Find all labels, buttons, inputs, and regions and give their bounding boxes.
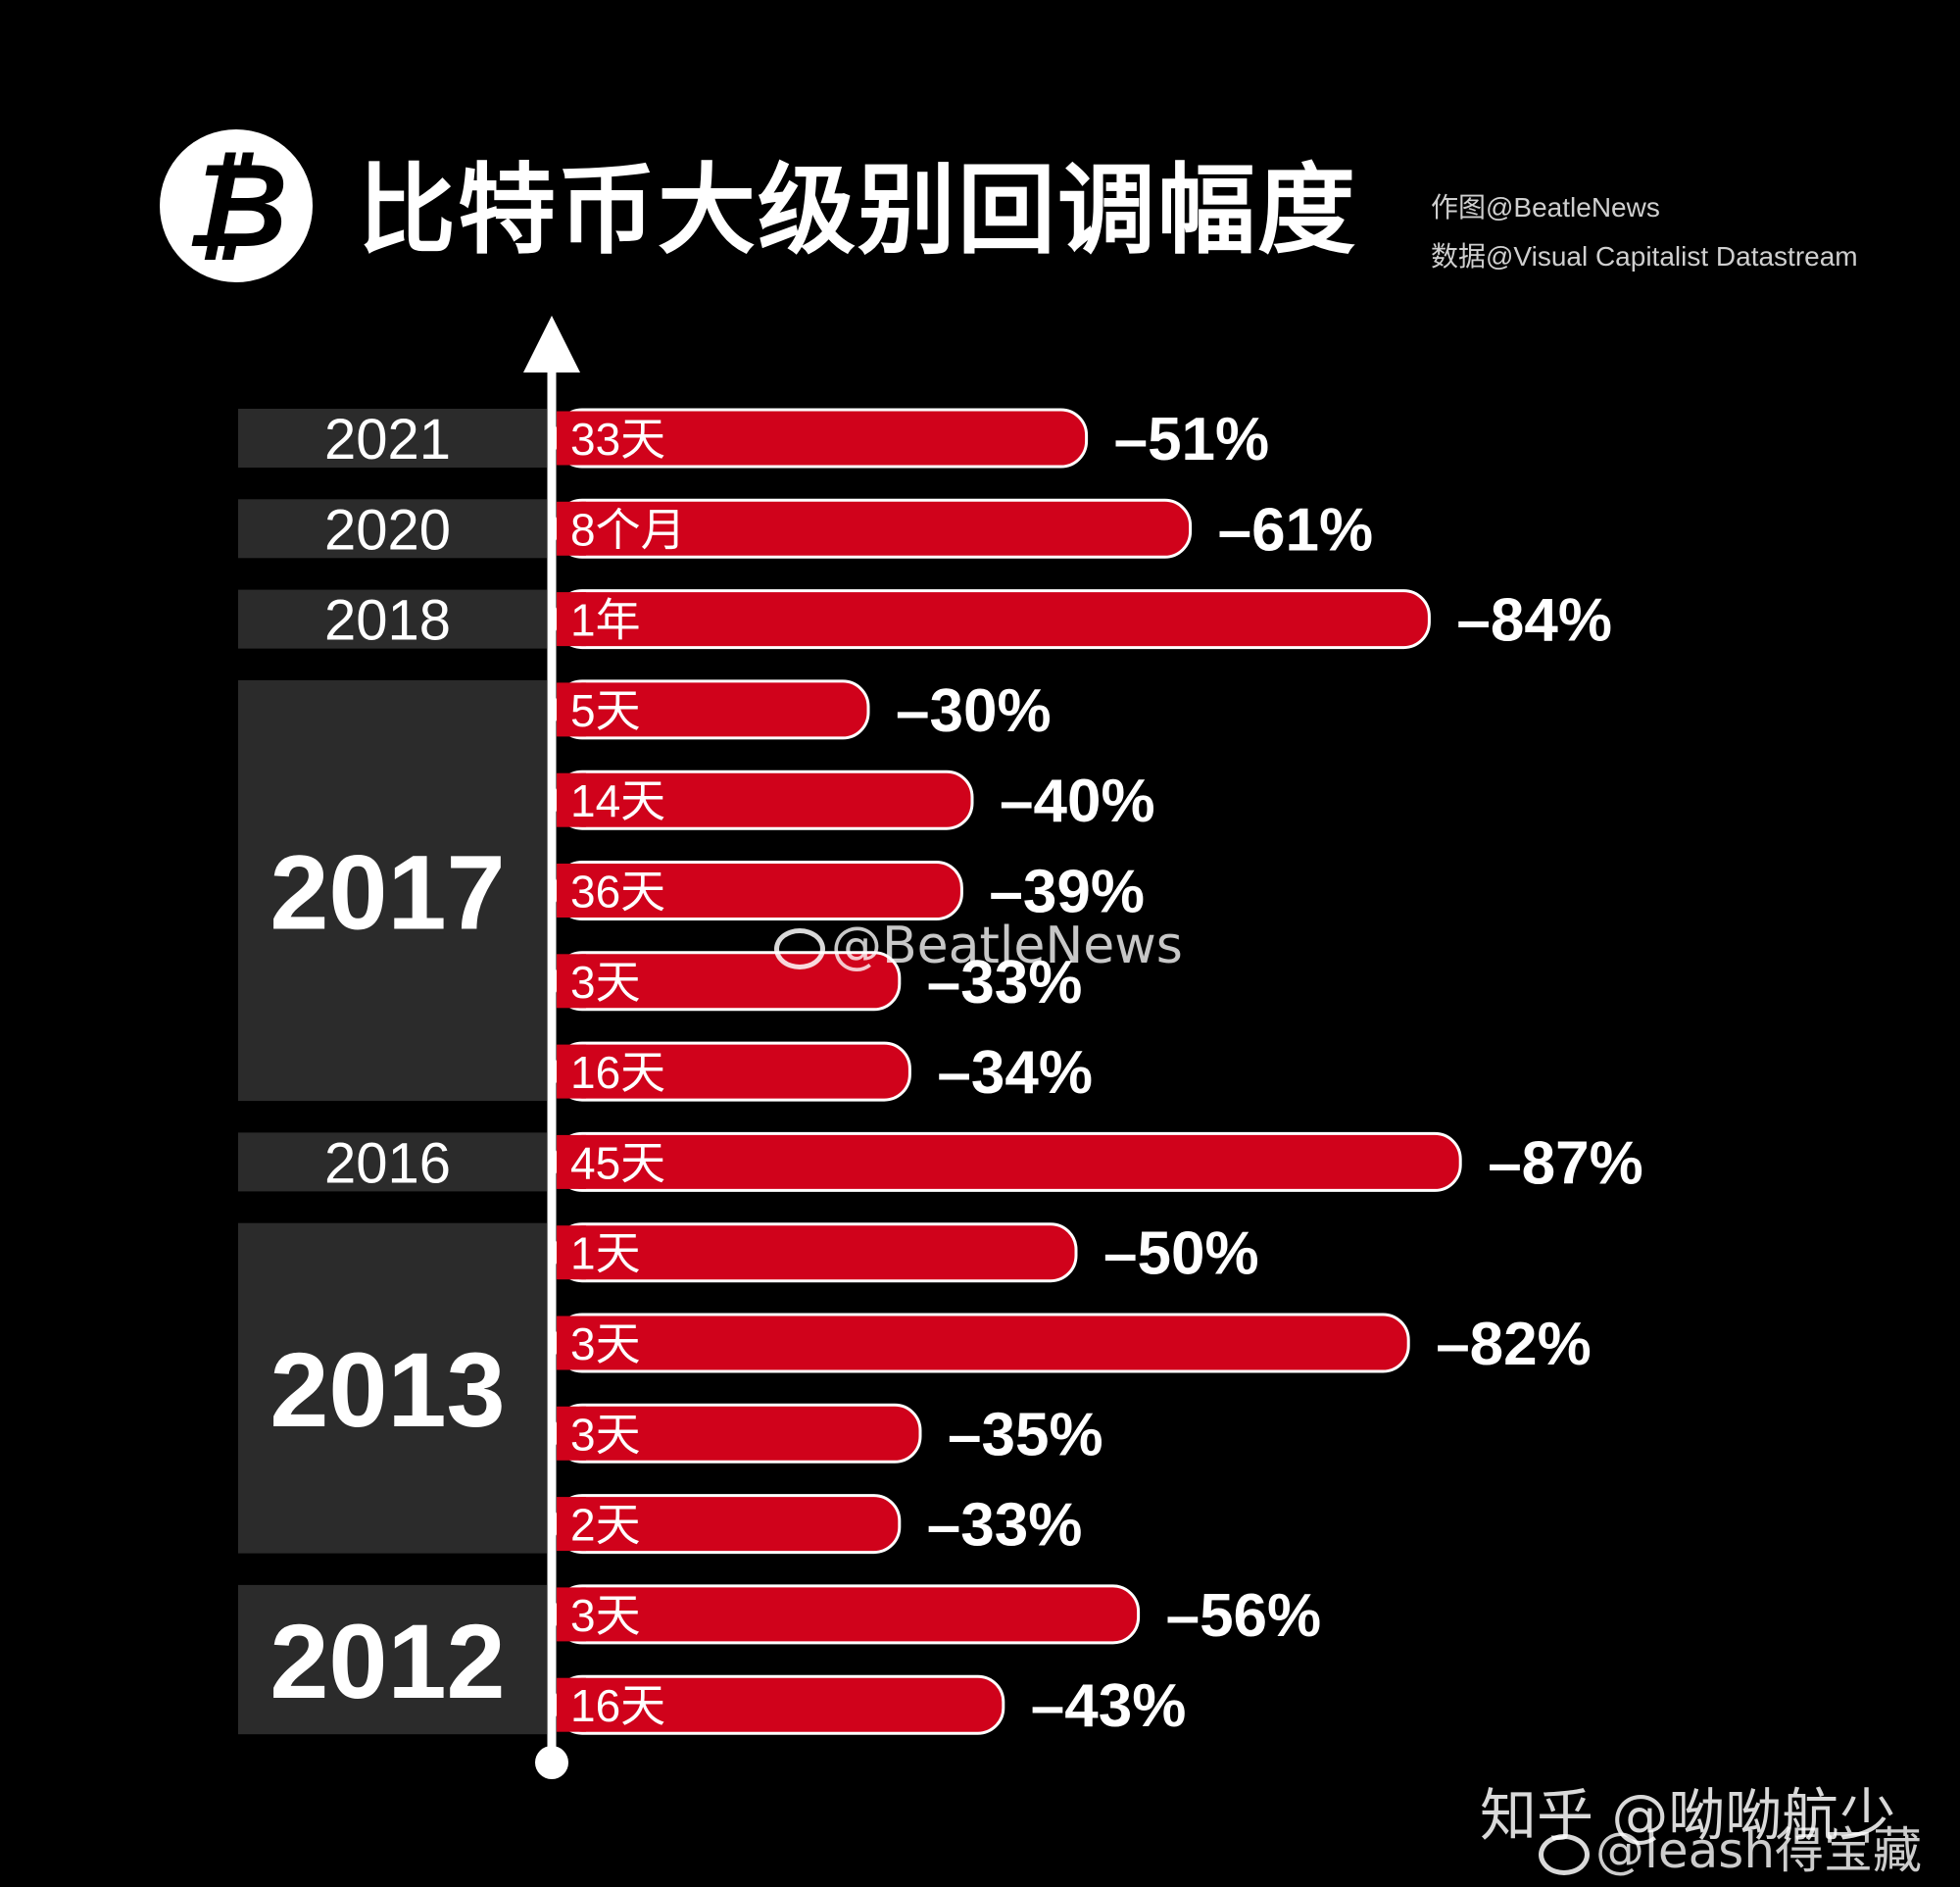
drawdown-value-label: –82% (1436, 1311, 1592, 1378)
year-label: 2021 (324, 408, 451, 472)
axis-end-dot-icon (535, 1746, 568, 1779)
year-label: 2013 (270, 1330, 505, 1449)
duration-label: 3天 (570, 957, 641, 1008)
drawdown-bar-left-cap (557, 1406, 586, 1461)
duration-label: 14天 (570, 775, 665, 826)
duration-label: 5天 (570, 685, 641, 736)
chart-title: 比特币大级别回调幅度 (358, 156, 1357, 266)
drawdown-value-label: –40% (1000, 768, 1155, 835)
duration-label: 16天 (570, 1047, 665, 1098)
drawdown-bar-left-cap (557, 864, 586, 918)
drawdown-value-label: –33% (927, 949, 1083, 1017)
year-panel (238, 1132, 547, 1192)
year-panel (238, 409, 547, 468)
drawdown-value-label: –50% (1103, 1220, 1259, 1288)
drawdown-bar-left-cap (557, 1044, 586, 1099)
year-label: 2012 (270, 1602, 505, 1720)
year-label: 2016 (324, 1131, 451, 1195)
drawdown-bar-left-cap (557, 772, 586, 827)
drawdown-bar-left-cap (557, 1134, 586, 1189)
credit-data-source: 数据@Visual Capitalist Datastream (1431, 241, 1858, 272)
weibo-icon (1539, 1833, 1590, 1875)
drawdown-bar-left-cap (557, 954, 586, 1009)
bitcoin-logo-icon: ₿ (160, 129, 313, 282)
axis-arrow-icon (523, 316, 580, 372)
drawdown-bar (555, 1584, 1141, 1645)
year-panel (238, 589, 547, 649)
drawdown-bar-left-cap (557, 1316, 586, 1370)
year-panel (238, 1222, 547, 1554)
drawdown-bar (555, 1131, 1462, 1192)
year-panel (238, 679, 547, 1102)
year-label: 2020 (324, 498, 451, 562)
weibo-icon (774, 928, 825, 969)
drawdown-bar-left-cap (557, 1497, 586, 1552)
drawdown-value-label: –56% (1166, 1582, 1322, 1650)
duration-label: 16天 (570, 1680, 665, 1731)
drawdown-bar-left-cap (557, 1677, 586, 1732)
year-panel (238, 1584, 547, 1735)
duration-label: 3天 (570, 1318, 641, 1369)
duration-label: 3天 (570, 1409, 641, 1460)
drawdown-value-label: –61% (1218, 496, 1374, 564)
drawdown-value-label: –34% (937, 1039, 1093, 1107)
drawdown-value-label: –39% (989, 859, 1145, 926)
chart-header: ₿ 比特币大级别回调幅度 作图@BeatleNews 数据@Visual Cap… (0, 0, 1960, 314)
year-label: 2018 (324, 589, 451, 653)
duration-label: 1天 (570, 1228, 641, 1279)
credit-author: 作图@BeatleNews (1431, 192, 1660, 223)
drawdown-value-label: –35% (948, 1401, 1103, 1468)
drawdown-value-label: –43% (1031, 1672, 1187, 1740)
watermark-weibo: @leash得宝藏 (1539, 1812, 1922, 1882)
duration-label: 45天 (570, 1137, 665, 1188)
drawdown-bar-left-cap (557, 1587, 586, 1642)
drawdown-bar (555, 589, 1431, 650)
duration-label: 2天 (570, 1500, 641, 1551)
drawdown-bar-left-cap (557, 501, 586, 556)
watermark-center: @BeatleNews (774, 917, 1183, 975)
duration-label: 3天 (570, 1590, 641, 1641)
duration-label: 1年 (570, 595, 641, 646)
year-panel (238, 499, 547, 559)
duration-label: 8个月 (570, 504, 686, 555)
duration-label: 33天 (570, 414, 665, 465)
drawdown-value-label: –84% (1456, 587, 1612, 655)
duration-label: 36天 (570, 867, 665, 918)
drawdown-value-label: –87% (1488, 1129, 1643, 1197)
drawdown-bar-left-cap (557, 1225, 586, 1280)
year-label: 2017 (270, 833, 505, 952)
drawdown-value-label: –51% (1114, 406, 1270, 473)
drawdown-value-label: –30% (896, 677, 1052, 745)
drawdown-bar-left-cap (557, 682, 586, 737)
drawdown-bar (555, 1313, 1410, 1373)
drawdown-value-label: –33% (927, 1492, 1083, 1560)
drawdown-bar-left-cap (557, 411, 586, 466)
drawdown-bar-left-cap (557, 592, 586, 647)
